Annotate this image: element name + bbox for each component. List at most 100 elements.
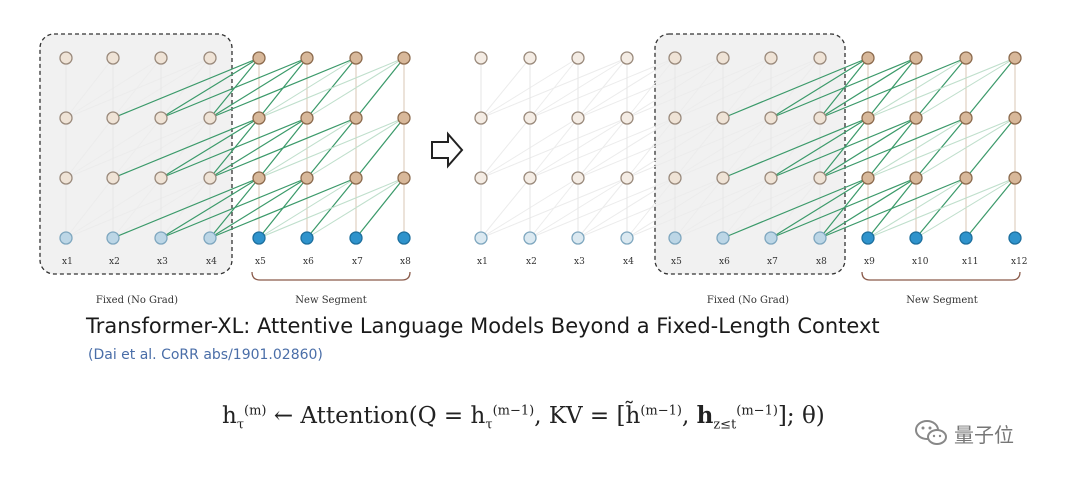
token-label: x3 [157, 257, 168, 267]
attention-edge [209, 57, 357, 119]
hidden-node [909, 111, 923, 125]
faint-edge [626, 177, 772, 239]
attention-edge [965, 177, 1016, 239]
new-segment-bracket [861, 271, 1021, 281]
paper-title: Transformer-XL: Attentive Language Model… [86, 314, 880, 338]
fixed-segment-box [39, 33, 233, 275]
hidden-node [203, 51, 217, 65]
attention-edge [160, 57, 308, 119]
hidden-node [716, 111, 730, 125]
attention-edge [770, 57, 917, 119]
faint-edge [626, 117, 772, 179]
faint-edge [529, 57, 676, 119]
faint-edge [529, 117, 676, 179]
token-label: x1 [477, 257, 488, 267]
hidden-node [813, 171, 827, 185]
hidden-node [861, 51, 875, 65]
attention-edge [306, 117, 405, 179]
token-label: x3 [574, 257, 585, 267]
attention-edge [258, 57, 357, 119]
input-node [252, 231, 266, 245]
hidden-node [813, 111, 827, 125]
hidden-node [523, 51, 537, 65]
fixed-label: Fixed (No Grad) [707, 295, 789, 306]
input-node [909, 231, 923, 245]
faint-edge [65, 117, 211, 179]
token-label: x7 [767, 257, 778, 267]
attention-edge [160, 57, 260, 119]
hidden-node [252, 51, 266, 65]
faint-edge [480, 177, 531, 239]
faint-edge [674, 57, 821, 119]
attention-edge [770, 117, 869, 179]
hidden-node [1008, 51, 1022, 65]
hidden-node [106, 111, 120, 125]
input-node [1008, 231, 1022, 245]
attention-edge [209, 117, 357, 179]
attention-edge [819, 57, 967, 119]
hidden-node [716, 171, 730, 185]
left-panel: x1 x2 x3 x4 x5 x6 x7 x8 Fixed (No Grad) New Segme… [39, 33, 411, 306]
attention-edge [306, 177, 405, 239]
transformer-xl-diagram: x1 x2 x3 x4 x5 x6 x7 x8 Fixed (No Grad) New Segme… [39, 33, 1028, 306]
attention-edge [770, 177, 917, 239]
input-node [764, 231, 778, 245]
attention-edge [722, 177, 869, 239]
token-label: x6 [719, 257, 730, 267]
brand-watermark: 量子位 [914, 418, 1014, 448]
input-node [523, 231, 537, 245]
attention-edge [965, 117, 1016, 179]
attention-edge [160, 117, 308, 179]
hidden-node [300, 51, 314, 65]
citation: (Dai et al. CoRR abs/1901.02860) [88, 347, 323, 363]
faint-edge [480, 117, 531, 179]
input-node [716, 231, 730, 245]
attention-edge [819, 117, 967, 179]
faint-edge [577, 117, 724, 179]
hidden-node [154, 111, 168, 125]
faint-edge [674, 177, 821, 239]
hidden-node [203, 111, 217, 125]
hidden-node [349, 171, 363, 185]
input-node [59, 231, 73, 245]
token-label: x1 [62, 257, 73, 267]
hidden-node [959, 51, 973, 65]
attention-edge [867, 177, 967, 239]
hidden-node [620, 111, 634, 125]
hidden-node [764, 111, 778, 125]
token-label: x8 [816, 257, 827, 267]
token-label: x10 [912, 257, 929, 267]
hidden-node [59, 51, 73, 65]
attention-edge [770, 177, 869, 239]
faint-edge [480, 57, 531, 119]
token-label: x4 [206, 257, 217, 267]
attention-edge [112, 177, 260, 239]
attention-edge [160, 117, 260, 179]
hidden-node [154, 51, 168, 65]
attention-edge [915, 117, 1016, 179]
input-node [349, 231, 363, 245]
hidden-node [474, 171, 488, 185]
hidden-node [349, 111, 363, 125]
attention-edge [209, 57, 308, 119]
token-label: x5 [255, 257, 266, 267]
hidden-node [203, 171, 217, 185]
input-node [620, 231, 634, 245]
hidden-node [668, 171, 682, 185]
attention-edge [258, 177, 405, 239]
attention-formula: hτ(m) ← Attention(Q = hτ(m−1), KV = [h̃(… [222, 402, 825, 433]
attention-edge [258, 57, 405, 119]
token-label: x2 [526, 257, 537, 267]
input-node [300, 231, 314, 245]
hidden-node [59, 171, 73, 185]
faint-edge [480, 177, 628, 239]
fixed-label: Fixed (No Grad) [96, 295, 178, 306]
hidden-node [620, 51, 634, 65]
attention-edge [306, 57, 405, 119]
faint-edge [65, 117, 114, 179]
faint-edge [480, 117, 628, 179]
faint-edge [65, 57, 211, 119]
hidden-node [106, 51, 120, 65]
hidden-node [474, 111, 488, 125]
hidden-node [959, 111, 973, 125]
